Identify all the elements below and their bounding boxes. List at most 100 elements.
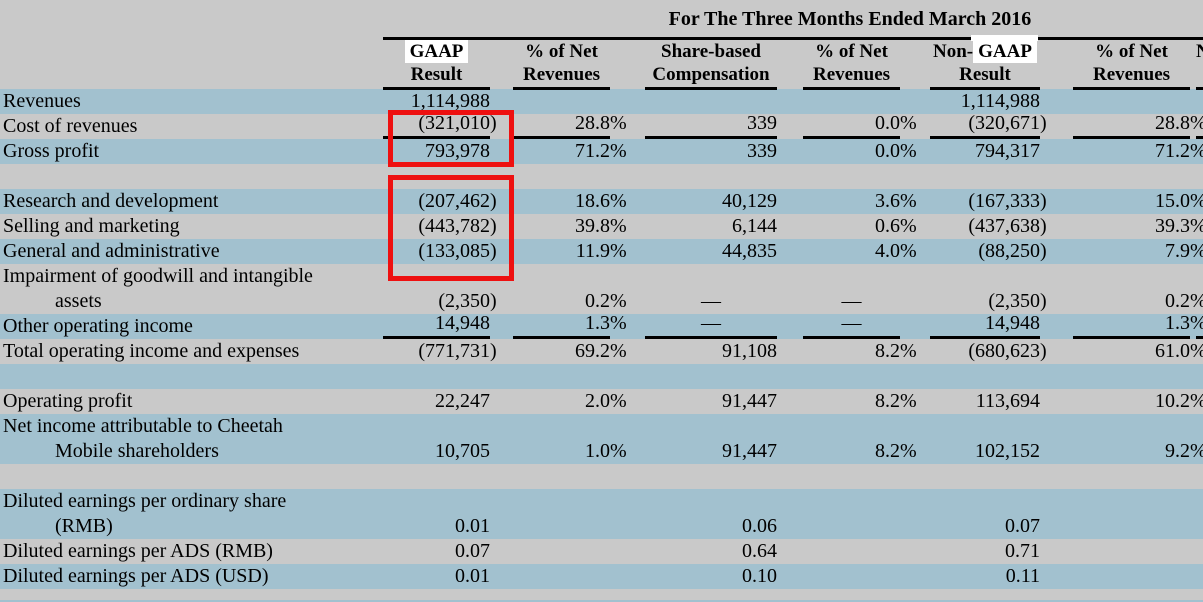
column-header-line2: Revenues: [812, 64, 891, 85]
column-header-line2: Revenues: [522, 64, 601, 85]
row-label: Research and development: [3, 189, 383, 214]
column-underline: [930, 87, 1040, 90]
value-cell: 69.2%: [575, 340, 627, 362]
value-cell: 40,129: [722, 190, 777, 212]
column-header-line2: Revenues: [1092, 64, 1171, 85]
table-row: Impairment of goodwill and intangible ass…: [0, 264, 1203, 314]
value-cell: 8.2%: [875, 340, 917, 362]
row-label-line1: General and administrative: [3, 240, 220, 262]
column-header-2: % of Net Revenues: [513, 40, 610, 86]
value-cell: (437,638): [968, 215, 1047, 237]
value-cell: 0.10: [742, 565, 777, 587]
spacer-row: [0, 364, 1203, 389]
annotation-box-2: [388, 175, 514, 281]
value-cell: 1.3%: [513, 312, 627, 339]
table-row: General and administrative (133,085) 11.9%…: [0, 239, 1203, 264]
value-cell: 1.0%: [585, 440, 627, 462]
value-cell: 0.64: [742, 540, 777, 562]
table-row: Gross profit 793,978 71.2% 339 0.0% 794,317 71…: [0, 139, 1203, 164]
value-cell: (771,731): [418, 340, 497, 362]
value-cell: 28.8%: [513, 112, 627, 139]
value-cell: 2.0%: [585, 390, 627, 412]
value-cell: 0.11: [1005, 565, 1040, 587]
value-cell: [383, 364, 490, 389]
value-cell: 10,705: [435, 440, 490, 462]
row-label-line2: (RMB): [55, 515, 113, 537]
value-cell: 3.6%: [875, 190, 917, 212]
column-header-1: GAAP Result: [383, 40, 490, 86]
column-header-line2: Compensation: [652, 64, 770, 85]
value-cell: [1073, 539, 1190, 564]
value-cell: (2,350): [438, 290, 497, 312]
row-label-line1: Gross profit: [3, 140, 100, 162]
value-cell: [1073, 564, 1190, 589]
value-cell: 8.2%: [875, 390, 917, 412]
value-cell: 71.2%: [1155, 140, 1203, 162]
value-cell: [645, 164, 777, 189]
row-label-line2: Mobile shareholders: [55, 440, 219, 462]
table-row: Operating profit 22,247 2.0% 91,447 8.2% 113,…: [0, 389, 1203, 414]
column-underline: [645, 87, 777, 90]
value-cell: (2,350): [988, 290, 1047, 312]
column-underline: [383, 87, 490, 90]
row-label: Diluted earnings per ADS (USD): [3, 564, 383, 589]
row-label-line2: assets: [55, 290, 102, 312]
value-cell: 91,447: [722, 440, 777, 462]
value-cell: 339: [747, 140, 777, 162]
value-cell: 0.01: [455, 565, 490, 587]
value-cell: 793,978: [425, 140, 490, 162]
value-cell: [645, 364, 777, 389]
table-row: Research and development (207,462) 18.6% 40…: [0, 189, 1203, 214]
value-cell: 39.3%: [1155, 215, 1203, 237]
value-cell: 8.2%: [875, 440, 917, 462]
row-label-line1: Impairment of goodwill and intangible: [3, 265, 313, 287]
column-header-line1: Non- GAAP: [930, 40, 1040, 63]
column-underline: [803, 87, 900, 90]
row-label-line1: Diluted earnings per ADS (USD): [3, 565, 269, 587]
column-underline: [1073, 87, 1190, 90]
value-cell: 44,835: [722, 240, 777, 262]
row-label: Net income attributable to Cheetah Mobile…: [3, 414, 383, 464]
search-highlight: GAAP: [973, 40, 1037, 63]
value-cell: —: [803, 312, 900, 339]
value-cell: [513, 489, 610, 539]
value-cell: 0.0%: [875, 140, 917, 162]
value-cell: 339: [645, 112, 777, 139]
row-label-line1: Diluted earnings per ADS (RMB): [3, 540, 273, 562]
row-label-line1: Total operating income and expenses: [3, 340, 300, 362]
value-cell: 0.06: [742, 515, 777, 537]
value-cell: [383, 464, 490, 489]
value-cell: [513, 464, 610, 489]
table-row: Diluted earnings per ADS (RMB) 0.07 0.64 0.…: [0, 539, 1203, 564]
value-cell: 61.0%: [1155, 340, 1203, 362]
column-header-line2: [1196, 63, 1203, 86]
row-label: General and administrative: [3, 239, 383, 264]
value-cell: [803, 564, 900, 589]
value-cell: 0.01: [455, 515, 490, 537]
value-cell: 102,152: [975, 440, 1040, 462]
spacer-row: [0, 164, 1203, 189]
column-header-3: Share-based Compensation: [645, 40, 777, 86]
value-cell: [1073, 364, 1190, 389]
row-label: Gross profit: [3, 139, 383, 164]
row-label: Other operating income: [3, 314, 383, 339]
row-label: Diluted earnings per ordinary share (RMB): [3, 489, 383, 539]
value-cell: 7.9%: [1165, 240, 1203, 262]
value-cell: 1,114,988: [960, 90, 1040, 112]
value-cell: 22,247: [435, 390, 490, 412]
column-header-line1: N: [1196, 41, 1203, 62]
value-cell: 0.07: [455, 540, 490, 562]
table-row: Net income attributable to Cheetah Mobile…: [0, 414, 1203, 464]
value-cell: (320,671): [930, 112, 1047, 139]
value-cell: 6,144: [732, 215, 777, 237]
table-row: Selling and marketing (443,782) 39.8% 6,144…: [0, 214, 1203, 239]
row-label: Cost of revenues: [3, 114, 383, 139]
value-cell: 15.0%: [1155, 190, 1203, 212]
row-label: Revenues: [3, 89, 383, 114]
column-header-7: N: [1196, 40, 1203, 86]
value-cell: 0.2%: [585, 290, 627, 312]
row-label-line1: Selling and marketing: [3, 215, 180, 237]
row-label-line1: Cost of revenues: [3, 115, 138, 137]
column-header-line1: % of Net: [815, 41, 888, 62]
value-cell: 0.0%: [803, 112, 917, 139]
